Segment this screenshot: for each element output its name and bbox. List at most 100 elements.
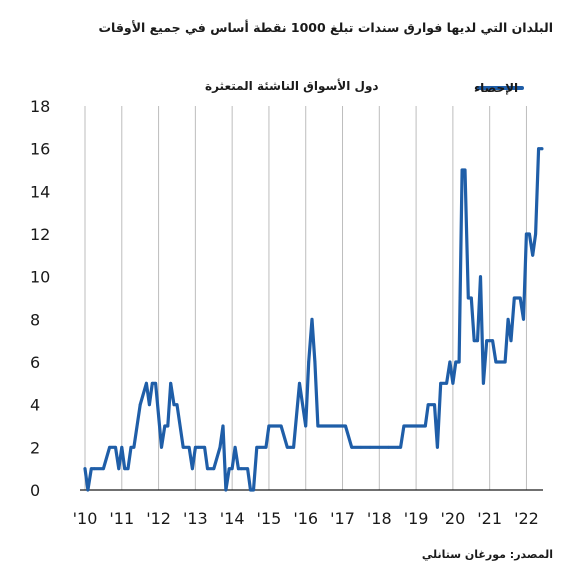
y-tick-label-1: 2 bbox=[30, 438, 40, 457]
y-tick-label-6: 12 bbox=[30, 225, 50, 244]
data-point-90 bbox=[479, 275, 482, 279]
data-point-26 bbox=[191, 467, 194, 471]
data-point-5 bbox=[108, 445, 111, 449]
data-point-41 bbox=[249, 488, 252, 492]
data-point-58 bbox=[322, 424, 326, 428]
data-point-98 bbox=[506, 317, 510, 321]
data-point-80 bbox=[448, 360, 452, 364]
data-point-88 bbox=[472, 339, 476, 343]
data-point-63 bbox=[350, 445, 354, 449]
series-line bbox=[83, 147, 544, 492]
data-point-61 bbox=[341, 424, 344, 428]
data-point-54 bbox=[307, 360, 311, 364]
data-point-1 bbox=[86, 488, 90, 492]
data-point-85 bbox=[463, 168, 467, 172]
data-point-62 bbox=[344, 424, 347, 428]
data-point-100 bbox=[512, 296, 516, 300]
data-point-101 bbox=[518, 296, 522, 300]
data-point-36 bbox=[230, 467, 234, 471]
data-point-50 bbox=[288, 445, 292, 449]
data-point-11 bbox=[129, 445, 133, 449]
data-point-56 bbox=[313, 360, 317, 364]
data-point-24 bbox=[181, 445, 185, 449]
data-point-35 bbox=[227, 467, 231, 471]
y-tick-label-2: 4 bbox=[30, 396, 40, 415]
y-tick-label-8: 16 bbox=[30, 140, 50, 159]
data-point-40 bbox=[246, 467, 250, 471]
data-point-18 bbox=[160, 445, 163, 449]
data-point-103 bbox=[525, 232, 528, 236]
y-tick-label-5: 10 bbox=[30, 268, 50, 287]
data-point-75 bbox=[426, 403, 430, 407]
data-point-47 bbox=[273, 424, 277, 428]
data-point-92 bbox=[485, 339, 489, 343]
data-point-94 bbox=[491, 339, 494, 343]
data-point-2 bbox=[89, 467, 93, 471]
data-point-71 bbox=[408, 424, 412, 428]
data-point-51 bbox=[292, 445, 295, 449]
data-point-81 bbox=[451, 381, 455, 385]
data-point-15 bbox=[148, 403, 151, 407]
data-point-73 bbox=[417, 424, 421, 428]
data-point-106 bbox=[534, 232, 537, 236]
data-point-12 bbox=[132, 445, 136, 449]
x-tick-label-0: '10 bbox=[73, 509, 98, 528]
data-point-83 bbox=[457, 360, 461, 364]
data-point-32 bbox=[218, 445, 222, 449]
data-point-44 bbox=[258, 445, 262, 449]
data-point-107 bbox=[537, 147, 540, 151]
data-point-22 bbox=[172, 403, 176, 407]
data-point-91 bbox=[482, 381, 485, 385]
data-point-67 bbox=[387, 445, 390, 449]
y-tick-labels: 0 2 4 6 8 10 12 14 16 18 bbox=[30, 97, 50, 500]
y-tick-label-3: 6 bbox=[30, 353, 40, 372]
data-point-89 bbox=[476, 339, 479, 343]
data-point-52 bbox=[298, 381, 301, 385]
x-tick-label-5: '15 bbox=[257, 509, 282, 528]
y-tick-label-4: 8 bbox=[30, 310, 40, 329]
data-point-0 bbox=[83, 467, 87, 471]
x-tick-label-7: '17 bbox=[330, 509, 355, 528]
data-point-95 bbox=[494, 360, 498, 364]
data-points bbox=[83, 147, 544, 492]
data-point-21 bbox=[169, 381, 173, 385]
data-point-45 bbox=[264, 445, 268, 449]
data-point-8 bbox=[120, 445, 124, 449]
x-tick-label-4: '14 bbox=[220, 509, 245, 528]
data-point-6 bbox=[114, 445, 117, 449]
y-tick-label-9: 18 bbox=[30, 97, 50, 116]
data-point-7 bbox=[117, 467, 121, 471]
data-point-69 bbox=[399, 445, 402, 449]
data-point-43 bbox=[255, 445, 259, 449]
data-point-33 bbox=[221, 424, 225, 428]
data-point-76 bbox=[433, 403, 436, 407]
x-tick-label-8: '18 bbox=[367, 509, 392, 528]
y-tick-label-0: 0 bbox=[30, 481, 40, 500]
data-point-55 bbox=[310, 317, 314, 321]
source-note: المصدر: مورغان ستانلي bbox=[421, 548, 553, 561]
data-point-13 bbox=[138, 403, 142, 407]
data-point-53 bbox=[304, 424, 308, 428]
data-point-17 bbox=[154, 381, 158, 385]
data-point-84 bbox=[460, 168, 464, 172]
data-point-86 bbox=[466, 296, 470, 300]
x-tick-label-2: '12 bbox=[146, 509, 171, 528]
data-point-104 bbox=[528, 232, 531, 236]
data-point-78 bbox=[439, 381, 443, 385]
data-point-25 bbox=[187, 445, 191, 449]
data-point-108 bbox=[540, 147, 544, 151]
data-point-66 bbox=[377, 445, 381, 449]
legend-label: الإحصاء bbox=[474, 81, 518, 95]
data-point-23 bbox=[175, 403, 179, 407]
data-point-46 bbox=[267, 424, 271, 428]
x-tick-labels: '10 '11 '12 '13 '14 '15 '16 '17 '18 '19 '20 '21 '22 bbox=[73, 509, 539, 528]
data-point-20 bbox=[166, 424, 170, 428]
data-point-31 bbox=[212, 467, 216, 471]
data-point-64 bbox=[359, 445, 363, 449]
legend: الإحصاء bbox=[474, 81, 524, 95]
x-tick-label-10: '20 bbox=[440, 509, 465, 528]
data-point-30 bbox=[206, 467, 209, 471]
data-point-59 bbox=[329, 424, 332, 428]
x-tick-label-12: '22 bbox=[514, 509, 539, 528]
